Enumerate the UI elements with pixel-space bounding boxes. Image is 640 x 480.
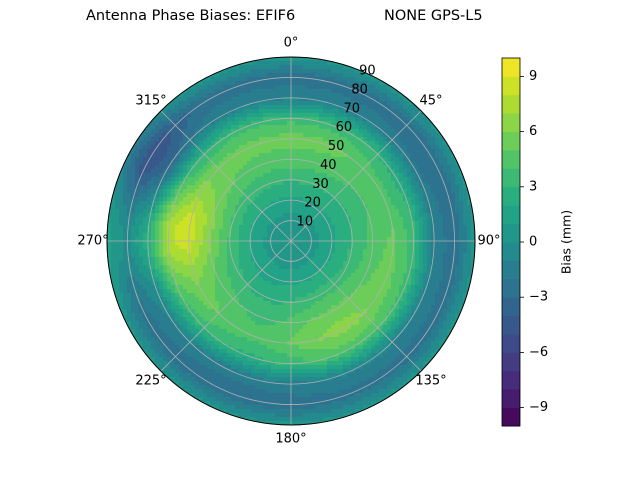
azimuth-tick-labels: 0° 45° 90° 135° 180° 225° 270° 315° bbox=[77, 36, 500, 447]
colorbar-level bbox=[502, 168, 520, 188]
colorbar-level bbox=[502, 334, 520, 353]
colorbar-tick-label: 0 bbox=[529, 235, 537, 250]
grid-spoke bbox=[160, 240, 292, 372]
azimuth-tick-label: 90° bbox=[477, 234, 500, 249]
colorbar-level bbox=[502, 150, 520, 169]
zenith-tick-label: 60 bbox=[336, 120, 353, 135]
azimuth-tick-label: 135° bbox=[415, 374, 446, 389]
colorbar-tick-label: 6 bbox=[529, 124, 537, 139]
colorbar-level bbox=[502, 260, 520, 280]
colorbar-level bbox=[502, 94, 520, 114]
zenith-tick-label: 20 bbox=[304, 196, 321, 211]
grid-spoke bbox=[160, 110, 292, 242]
colorbar-level bbox=[502, 242, 520, 261]
chart-subtitle: NONE GPS-L5 bbox=[384, 8, 483, 24]
zenith-tick-labels: 10 20 30 40 50 60 70 80 90 bbox=[297, 64, 376, 230]
zenith-tick-label: 10 bbox=[297, 215, 314, 230]
colorbar-level bbox=[502, 223, 520, 243]
colorbar-level bbox=[502, 315, 520, 335]
colorbar-tick-label: −6 bbox=[529, 345, 548, 360]
grid-spoke bbox=[290, 240, 422, 372]
colorbar-level bbox=[502, 131, 520, 151]
colorbar-level bbox=[502, 407, 520, 427]
zenith-tick-label: 90 bbox=[359, 64, 376, 79]
zenith-tick-label: 50 bbox=[328, 139, 345, 154]
zenith-tick-label: 80 bbox=[351, 82, 368, 97]
colorbar-tick-label: −9 bbox=[529, 400, 548, 415]
colorbar-level bbox=[502, 76, 520, 96]
azimuth-tick-label: 270° bbox=[77, 234, 108, 249]
chart-title: Antenna Phase Biases: EFIF6 bbox=[86, 8, 296, 24]
colorbar-level bbox=[502, 297, 520, 316]
colorbar-level bbox=[502, 389, 520, 408]
colorbar-level bbox=[502, 205, 520, 224]
colorbar-tick-label: −3 bbox=[529, 290, 548, 305]
colorbar-label: Bias (mm) bbox=[559, 210, 574, 274]
grid-spoke bbox=[290, 110, 422, 242]
zenith-tick-label: 40 bbox=[320, 158, 337, 173]
colorbar-level bbox=[502, 58, 520, 77]
azimuth-tick-label: 225° bbox=[135, 374, 166, 389]
colorbar-level bbox=[502, 370, 520, 390]
zenith-tick-label: 30 bbox=[312, 177, 329, 192]
colorbar-level bbox=[502, 186, 520, 206]
azimuth-tick-label: 180° bbox=[275, 432, 306, 447]
azimuth-tick-label: 315° bbox=[135, 93, 166, 108]
polar-grid bbox=[106, 56, 476, 426]
colorbar-level bbox=[502, 278, 520, 298]
azimuth-tick-label: 0° bbox=[284, 36, 299, 51]
zenith-tick-label: 70 bbox=[343, 101, 360, 116]
colorbar: −9 −6 −3 0 3 6 9 Bias (mm) bbox=[501, 57, 574, 427]
colorbar-level bbox=[502, 113, 520, 132]
colorbar-tick-label: 3 bbox=[529, 179, 537, 194]
colorbar-tick-label: 9 bbox=[529, 69, 537, 84]
polar-outline bbox=[106, 56, 476, 426]
azimuth-tick-label: 45° bbox=[419, 93, 442, 108]
colorbar-level bbox=[502, 352, 520, 372]
